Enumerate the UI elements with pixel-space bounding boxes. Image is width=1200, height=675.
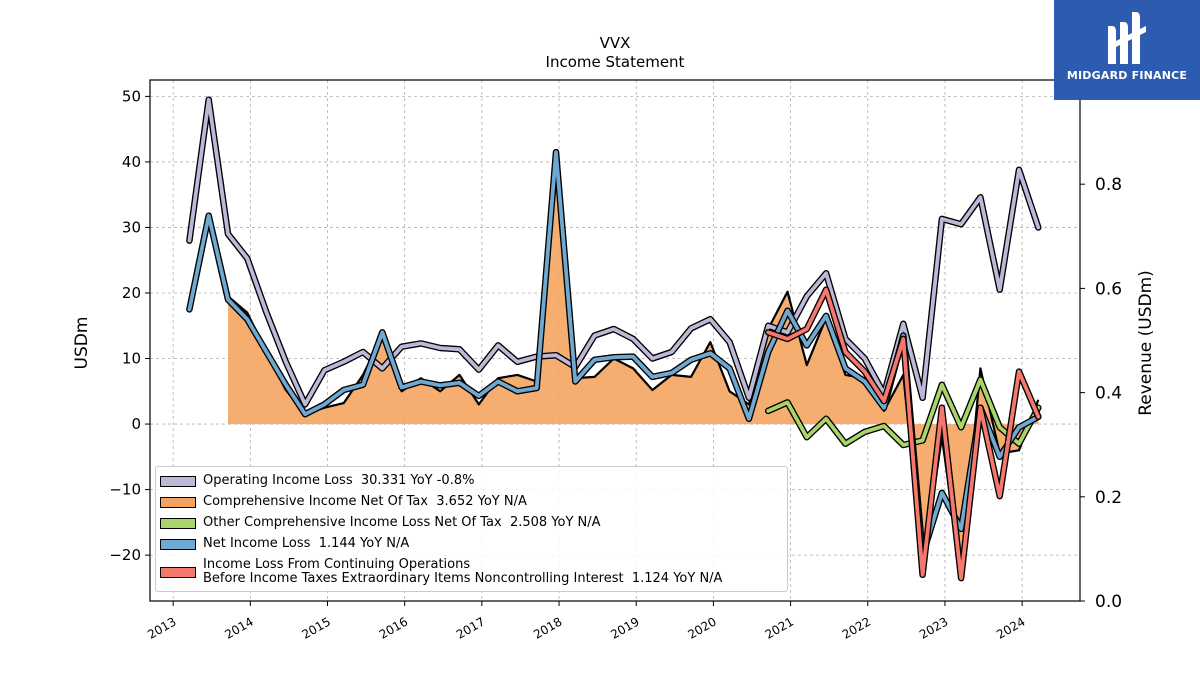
- legend-swatch: [160, 517, 196, 529]
- legend-label: Comprehensive Income Net Of Tax 3.652 Yo…: [203, 494, 527, 509]
- series-line: [766, 377, 1041, 447]
- x-tick-label: 2020: [685, 614, 718, 641]
- y-tick-label: −10: [109, 481, 141, 499]
- brand-name: MIDGARD FINANCE: [1066, 69, 1188, 82]
- x-tick-label: 2022: [840, 614, 873, 641]
- y2-tick-label: 0.0: [1095, 592, 1122, 612]
- y2-tick-label: 0.2: [1095, 488, 1122, 508]
- x-tick-label: 2014: [222, 614, 255, 641]
- legend-swatch: [160, 566, 196, 578]
- plot-frame: [149, 79, 1081, 602]
- legend-item-other-comprehensive-income: Other Comprehensive Income Loss Net Of T…: [156, 516, 601, 530]
- legend-swatch: [160, 538, 196, 550]
- series-layer: [186, 96, 1042, 582]
- legend-item-net-income: Net Income Loss 1.144 YoY N/A: [156, 537, 409, 551]
- y-tick-label: 0: [131, 415, 141, 433]
- chart-title: VVX: [600, 34, 631, 52]
- x-tick-label: 2023: [917, 614, 950, 641]
- y-tick-label: 50: [122, 87, 141, 105]
- x-tick-label: 2024: [994, 614, 1027, 641]
- y-tick-label: 20: [122, 284, 141, 302]
- series-3: [764, 376, 1042, 449]
- legend-item-comprehensive-income: Comprehensive Income Net Of Tax 3.652 Yo…: [156, 495, 527, 509]
- y2-tick-label: 0.6: [1095, 279, 1122, 299]
- x-tick-label: 2018: [531, 614, 564, 641]
- series-line: [766, 287, 1041, 580]
- y-axis-label: USDm: [72, 317, 92, 370]
- legend-item-operating-income: Operating Income Loss 30.331 YoY -0.8%: [156, 474, 474, 488]
- brand-logo: MIDGARD FINANCE: [1054, 0, 1200, 100]
- y-tick-label: 30: [122, 218, 141, 236]
- chart-subtitle: Income Statement: [546, 53, 685, 71]
- y-tick-label: −20: [109, 546, 141, 564]
- y2-axis-label: Revenue (USDm): [1136, 270, 1156, 416]
- x-tick-label: 2015: [300, 614, 333, 641]
- y2-tick-label: 0.4: [1095, 384, 1122, 404]
- x-tick-label: 2017: [454, 614, 487, 641]
- legend-label: Income Loss From Continuing Operations B…: [203, 557, 723, 586]
- legend-label: Operating Income Loss 30.331 YoY -0.8%: [203, 473, 475, 488]
- y-tick-label: 40: [122, 153, 141, 171]
- y-tick-label: 10: [122, 350, 141, 368]
- legend-swatch: [160, 496, 196, 508]
- x-tick-label: 2013: [145, 614, 178, 641]
- legend-label: Other Comprehensive Income Loss Net Of T…: [203, 515, 601, 530]
- y2-tick-label: 0.8: [1095, 175, 1122, 195]
- legend-swatch: [160, 475, 196, 487]
- series-5: [764, 286, 1042, 582]
- x-tick-label: 2016: [377, 614, 410, 641]
- x-tick-label: 2019: [608, 614, 641, 641]
- x-tick-label: 2021: [763, 614, 796, 641]
- legend-item-income-continuing-ops: Income Loss From Continuing Operations B…: [156, 558, 722, 586]
- legend-label: Net Income Loss 1.144 YoY N/A: [203, 536, 410, 551]
- legend: Operating Income Loss 30.331 YoY -0.8% C…: [155, 466, 788, 592]
- brand-mark-icon: [1108, 12, 1146, 64]
